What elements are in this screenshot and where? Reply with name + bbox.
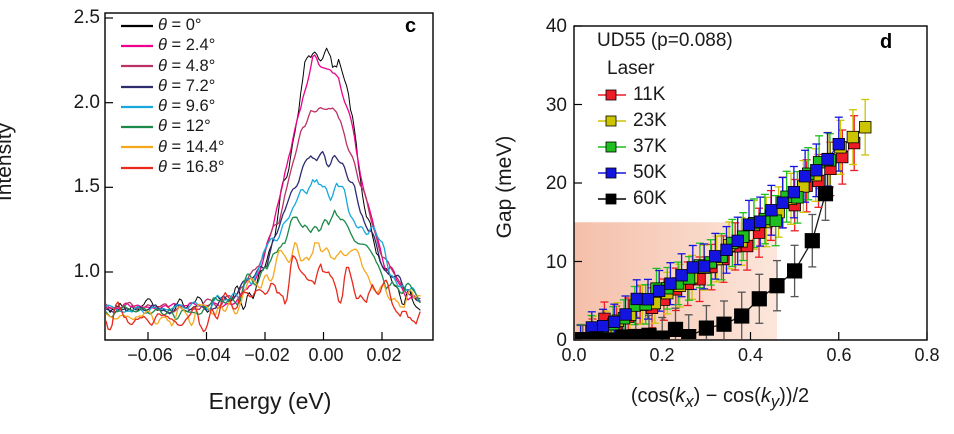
svg-text:d: d	[880, 31, 892, 53]
